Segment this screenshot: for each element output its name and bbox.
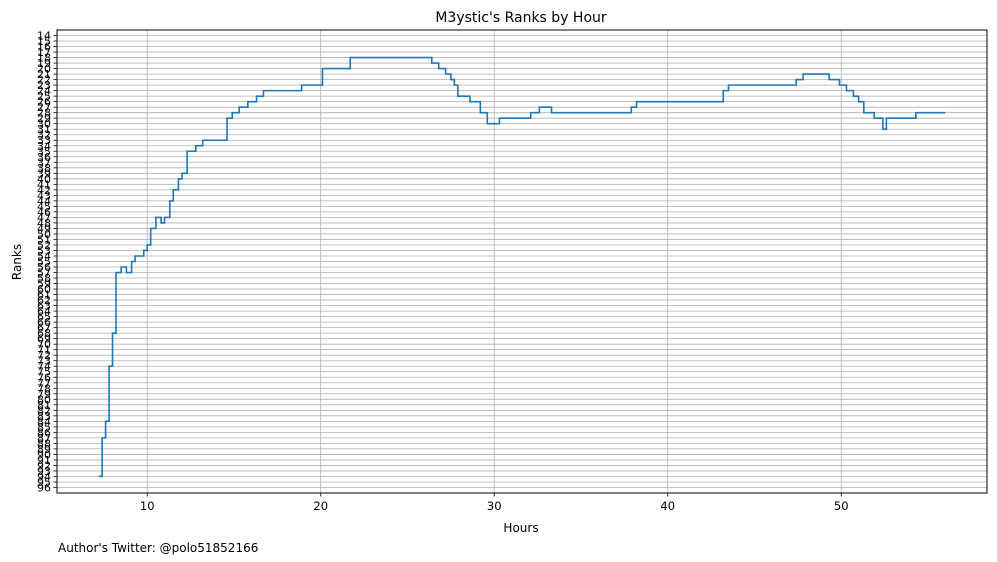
y-tick-label: 79 (37, 388, 51, 401)
y-tick-label: 80 (37, 393, 51, 406)
y-tick-label: 58 (37, 272, 51, 285)
y-tick-label: 55 (37, 256, 51, 269)
y-tick-label: 68 (37, 327, 51, 340)
y-tick-label: 35 (37, 145, 51, 158)
y-tick-label: 27 (37, 101, 51, 114)
y-tick-label: 32 (37, 129, 51, 142)
y-tick-label: 37 (37, 156, 51, 169)
y-tick-label: 26 (37, 96, 51, 109)
y-tick-label: 64 (37, 305, 51, 318)
y-tick-label: 77 (37, 377, 51, 390)
y-tick-label: 51 (37, 233, 51, 246)
y-tick-label: 93 (37, 465, 51, 478)
y-tick-label: 53 (37, 244, 51, 257)
y-tick-label: 42 (37, 184, 51, 197)
y-tick-label: 46 (37, 206, 51, 219)
y-tick-label: 89 (37, 443, 51, 456)
y-tick-label: 84 (37, 415, 51, 428)
y-tick-label: 65 (37, 311, 51, 324)
y-tick-label: 54 (37, 250, 51, 263)
y-tick-label: 15 (37, 35, 51, 48)
y-tick-label: 57 (37, 267, 51, 280)
y-tick-label: 85 (37, 421, 51, 434)
y-tick-label: 60 (37, 283, 51, 296)
y-tick-label: 19 (37, 57, 51, 70)
y-tick-label: 47 (37, 211, 51, 224)
y-tick-label: 50 (37, 228, 51, 241)
y-tick-label: 62 (37, 294, 51, 307)
y-tick-label: 91 (37, 454, 51, 467)
y-tick-label: 14 (37, 30, 51, 43)
y-tick-label: 56 (37, 261, 51, 274)
y-tick-label: 75 (37, 366, 51, 379)
y-tick-label: 22 (37, 74, 51, 87)
y-tick-label: 94 (37, 470, 51, 483)
x-tick-label: 30 (487, 499, 502, 513)
y-tick-label: 21 (37, 68, 51, 81)
y-tick-label: 63 (37, 300, 51, 313)
y-tick-label: 16 (37, 41, 51, 54)
y-tick-label: 39 (37, 167, 51, 180)
y-tick-label: 83 (37, 410, 51, 423)
y-tick-label: 96 (37, 481, 51, 494)
y-tick-label: 78 (37, 382, 51, 395)
y-tick-label: 70 (37, 338, 51, 351)
y-tick-label: 67 (37, 322, 51, 335)
y-tick-label: 88 (37, 437, 51, 450)
y-tick-label: 74 (37, 360, 51, 373)
plot-frame (56, 29, 988, 494)
y-tick-label: 73 (37, 355, 51, 368)
y-tick-label: 29 (37, 112, 51, 125)
y-tick-label: 40 (37, 173, 51, 186)
x-tick-label: 40 (660, 499, 675, 513)
y-axis-label: Ranks (10, 244, 24, 280)
y-tick-label: 49 (37, 222, 51, 235)
y-tick-label: 87 (37, 432, 51, 445)
grid (57, 30, 987, 493)
x-axis-label: Hours (503, 521, 538, 535)
x-tick-label: 50 (834, 499, 849, 513)
y-tick-label: 17 (37, 46, 51, 59)
chart-title: M3ystic's Ranks by Hour (435, 10, 607, 26)
y-tick-label: 59 (37, 278, 51, 291)
y-tick-label: 41 (37, 178, 51, 191)
y-tick-label: 45 (37, 200, 51, 213)
y-tick-label: 66 (37, 316, 51, 329)
y-tick-label: 90 (37, 448, 51, 461)
y-tick-label: 82 (37, 404, 51, 417)
y-tick-label: 34 (37, 140, 51, 153)
x-tick-label: 20 (313, 499, 328, 513)
y-tick-label: 69 (37, 333, 51, 346)
y-tick-label: 86 (37, 426, 51, 439)
y-tick-label: 44 (37, 195, 51, 208)
y-tick-label: 23 (37, 79, 51, 92)
y-tick-label: 52 (37, 239, 51, 252)
author-credit: Author's Twitter: @polo51852166 (58, 541, 258, 555)
y-tick-label: 92 (37, 459, 51, 472)
y-tick-label: 76 (37, 371, 51, 384)
y-tick-label: 72 (37, 349, 51, 362)
y-tick-label: 61 (37, 289, 51, 302)
y-tick-label: 20 (37, 63, 51, 76)
y-tick-label: 30 (37, 118, 51, 131)
y-tick-label: 38 (37, 162, 51, 175)
y-tick-label: 28 (37, 107, 51, 120)
y-tick-label: 48 (37, 217, 51, 230)
y-tick-label: 95 (37, 476, 51, 489)
y-tick-label: 71 (37, 344, 51, 357)
y-tick-label: 24 (37, 85, 51, 98)
y-tick-label: 36 (37, 151, 51, 164)
y-tick-label: 33 (37, 134, 51, 147)
rank-step-line (98, 56, 946, 478)
y-tick-label: 18 (37, 52, 51, 65)
y-tick-label: 81 (37, 399, 51, 412)
y-tick-label: 25 (37, 90, 51, 103)
y-tick-label: 31 (37, 123, 51, 136)
y-axis-ticks: 1415161718192021222324252627282930313233… (37, 30, 57, 494)
x-axis-ticks: 10 20 30 40 50 (140, 493, 849, 513)
x-tick-label: 10 (140, 499, 155, 513)
y-tick-label: 43 (37, 189, 51, 202)
